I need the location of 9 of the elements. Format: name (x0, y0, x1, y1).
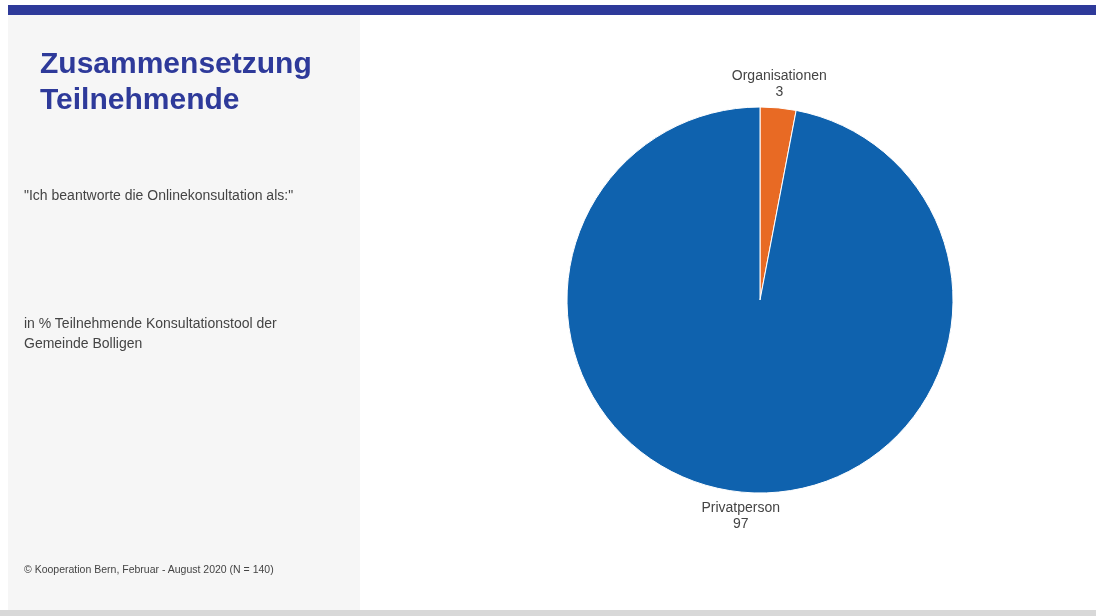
data-label: 97 (732, 515, 749, 532)
text: "Ich beantworte die Onlinekonsultation als:" (24, 187, 295, 203)
pie-slice (566, 106, 954, 494)
text: in % Teilnehmende Konsultationstool der Gemeinde Bolligen (24, 314, 278, 353)
slice-label: Privatperson (701, 499, 780, 516)
text: Zusammensetzung Teilnehmende (40, 45, 313, 117)
text: © Kooperation Bern, Februar - August 2020 (N = 140) (24, 563, 275, 575)
slice-label: Organisationen (731, 66, 827, 83)
data-label: 3 (775, 82, 784, 99)
